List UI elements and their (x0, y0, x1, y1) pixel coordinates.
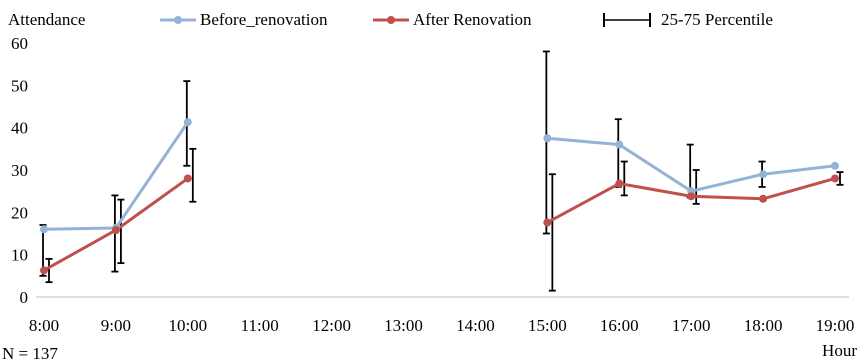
error-bars (39, 50, 844, 292)
error-bar-after-renovation (620, 160, 628, 197)
legend-label-errorbar: 25-75 Percentile (661, 10, 773, 29)
error-bar-after-renovation (189, 147, 197, 203)
x-tick-label: 13:00 (384, 316, 423, 335)
data-point-after-renovation (615, 179, 624, 188)
x-axis-label: Hour (822, 341, 857, 360)
error-bar-after-renovation (836, 171, 844, 186)
y-tick-label: 50 (11, 76, 28, 95)
x-tick-label: 15:00 (528, 316, 567, 335)
data-point-after-renovation (759, 194, 768, 203)
error-bar-after-renovation (692, 169, 700, 205)
data-point-after-renovation (687, 192, 696, 201)
legend-label-after-renovation: After Renovation (413, 10, 532, 29)
error-bar-after-renovation (548, 173, 556, 292)
error-bar-after-renovation (117, 198, 125, 265)
y-axis-label: Attendance (8, 10, 85, 29)
data-point-before-renovation (543, 134, 552, 143)
data-point-after-renovation (183, 174, 192, 183)
x-tick-label: 11:00 (241, 316, 279, 335)
x-tick-label: 8:00 (29, 316, 59, 335)
data-point-before-renovation (183, 118, 192, 127)
error-bar-after-renovation (45, 257, 53, 284)
x-tick-label: 10:00 (168, 316, 207, 335)
series-lines (43, 121, 836, 272)
data-point-after-renovation (40, 266, 48, 275)
x-tick-label: 19:00 (816, 316, 855, 335)
y-tick-label: 30 (11, 161, 28, 180)
legend: Before_renovation After Renovation 25-75… (160, 10, 773, 29)
y-tick-label: 0 (20, 288, 29, 307)
data-point-before-renovation (831, 161, 839, 170)
error-bar-before-renovation (542, 50, 550, 235)
x-axis-ticks: 8:00 9:00 10:00 11:00 12:00 13:00 14:00 15:00 16… (29, 316, 854, 335)
series-line-before-renovation (43, 121, 190, 231)
y-tick-label: 60 (11, 34, 28, 53)
x-tick-label: 12:00 (312, 316, 351, 335)
sample-size-note: N = 137 (2, 344, 58, 363)
series-points (40, 118, 839, 275)
legend-marker-after-renovation (387, 16, 395, 24)
y-tick-label: 20 (11, 203, 28, 222)
error-bar-before-renovation (614, 118, 622, 188)
legend-errorbar-icon (603, 13, 651, 27)
legend-marker-before-renovation (174, 16, 182, 24)
data-point-after-renovation (831, 174, 839, 183)
y-tick-label: 40 (11, 119, 28, 138)
series-line-after-renovation (546, 177, 836, 224)
x-tick-label: 9:00 (101, 316, 131, 335)
series-line-before-renovation (547, 136, 836, 193)
x-tick-label: 14:00 (456, 316, 495, 335)
x-tick-label: 17:00 (672, 316, 711, 335)
legend-label-before-renovation: Before_renovation (200, 10, 328, 29)
data-point-before-renovation (40, 225, 48, 234)
data-point-before-renovation (759, 170, 768, 179)
data-point-after-renovation (543, 218, 552, 227)
data-point-after-renovation (111, 226, 120, 235)
data-point-before-renovation (615, 140, 624, 149)
x-tick-label: 18:00 (744, 316, 783, 335)
y-axis-ticks: 0 10 20 30 40 50 60 (11, 34, 28, 307)
x-tick-label: 16:00 (600, 316, 639, 335)
y-tick-label: 10 (11, 246, 28, 265)
